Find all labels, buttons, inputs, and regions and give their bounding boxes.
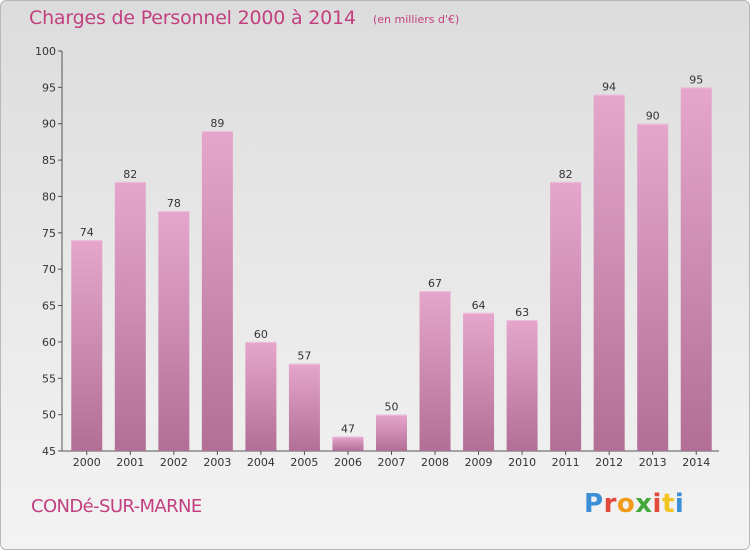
y-tick-label: 95 bbox=[42, 81, 56, 94]
x-tick-label: 2008 bbox=[421, 456, 449, 469]
bar bbox=[419, 291, 451, 451]
bar bbox=[506, 320, 538, 451]
y-tick-label: 85 bbox=[42, 154, 56, 167]
data-label: 63 bbox=[515, 306, 529, 319]
y-tick-label: 55 bbox=[42, 372, 56, 385]
y-tick-label: 50 bbox=[42, 409, 56, 422]
data-label: 82 bbox=[559, 168, 573, 181]
x-tick-label: 2005 bbox=[290, 456, 318, 469]
x-tick-label: 2007 bbox=[378, 456, 406, 469]
bar bbox=[114, 181, 146, 451]
y-tick-label: 75 bbox=[42, 227, 56, 240]
commune-name: CONDé-SUR-MARNE bbox=[31, 496, 202, 517]
bar bbox=[288, 363, 320, 451]
y-tick-label: 80 bbox=[42, 190, 56, 203]
chart-title: Charges de Personnel 2000 à 2014 bbox=[29, 7, 356, 29]
x-tick-label: 2003 bbox=[203, 456, 231, 469]
brand-letter: r bbox=[603, 489, 617, 519]
data-label: 82 bbox=[123, 168, 137, 181]
data-label: 90 bbox=[646, 110, 660, 123]
bar bbox=[71, 240, 103, 451]
x-tick-label: 2009 bbox=[465, 456, 493, 469]
x-tick-label: 2004 bbox=[247, 456, 275, 469]
data-label: 95 bbox=[689, 73, 703, 86]
y-tick-label: 100 bbox=[35, 45, 56, 58]
bar bbox=[332, 436, 364, 451]
brand-letter: P bbox=[584, 489, 604, 519]
proxiti-logo[interactable]: Proxiti bbox=[584, 489, 684, 519]
x-tick-label: 2012 bbox=[595, 456, 623, 469]
y-tick-label: 45 bbox=[42, 445, 56, 458]
bar bbox=[158, 211, 190, 451]
brand-letter: t bbox=[661, 489, 675, 519]
data-label: 60 bbox=[254, 328, 268, 341]
x-tick-label: 2010 bbox=[508, 456, 536, 469]
y-tick-label: 65 bbox=[42, 300, 56, 313]
data-label: 64 bbox=[472, 299, 486, 312]
data-label: 57 bbox=[297, 350, 311, 363]
brand-letter: i bbox=[674, 489, 685, 519]
y-tick-label: 70 bbox=[42, 263, 56, 276]
x-tick-label: 2006 bbox=[334, 456, 362, 469]
x-tick-label: 2001 bbox=[116, 456, 144, 469]
bar bbox=[593, 94, 625, 452]
data-label: 89 bbox=[210, 117, 224, 130]
brand-letter: x bbox=[635, 489, 653, 519]
chart-subtitle: (en milliers d'€) bbox=[373, 13, 460, 26]
chart-labels: 74 2000 82 2001 78 2002 89 2003 60 2004 57 2005 47 20… bbox=[73, 73, 710, 469]
x-tick-label: 2013 bbox=[639, 456, 667, 469]
bar bbox=[463, 312, 495, 451]
x-tick-label: 2002 bbox=[160, 456, 188, 469]
y-tick-label: 90 bbox=[42, 118, 56, 131]
data-label: 74 bbox=[80, 226, 94, 239]
data-label: 67 bbox=[428, 277, 442, 290]
data-label: 94 bbox=[602, 81, 616, 94]
bar bbox=[550, 181, 582, 451]
data-label: 50 bbox=[385, 401, 399, 414]
y-tick-label: 60 bbox=[42, 336, 56, 349]
x-tick-label: 2000 bbox=[73, 456, 101, 469]
bar bbox=[376, 414, 407, 451]
data-label: 78 bbox=[167, 197, 181, 210]
bar bbox=[680, 87, 712, 451]
x-tick-label: 2011 bbox=[552, 456, 580, 469]
brand-letter: i bbox=[652, 489, 662, 519]
bar bbox=[637, 123, 669, 452]
chart-bars bbox=[71, 87, 712, 452]
bar bbox=[245, 341, 277, 451]
brand-letter: o bbox=[616, 489, 636, 519]
x-tick-label: 2014 bbox=[682, 456, 710, 469]
bar bbox=[201, 131, 233, 451]
data-label: 47 bbox=[341, 422, 355, 435]
